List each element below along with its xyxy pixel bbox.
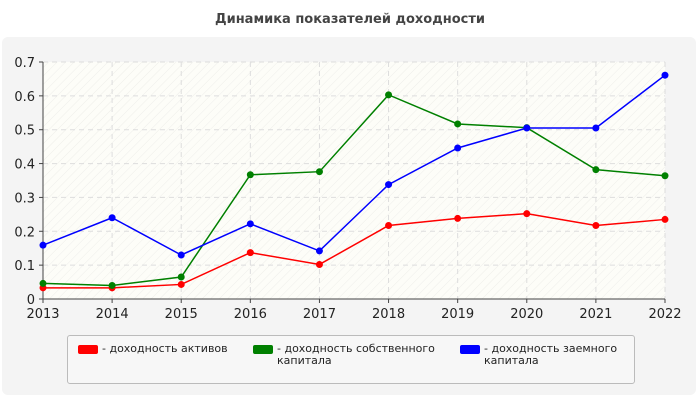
legend-label: - доходность собственного капитала	[277, 342, 435, 367]
legend-item-equity: - доходность собственного капитала	[253, 343, 443, 367]
y-tick-label: 0.1	[14, 259, 35, 274]
y-tick-label: 0.3	[14, 191, 35, 206]
series-line-1	[42, 93, 666, 287]
y-tick-label: 0.2	[14, 225, 35, 240]
x-tick-label: 2022	[648, 307, 681, 322]
data-point-2	[592, 124, 600, 132]
data-point-1	[592, 166, 600, 174]
x-tick-label: 2013	[26, 307, 59, 322]
data-point-1	[39, 279, 47, 287]
x-tick-label: 2021	[579, 307, 612, 322]
data-point-2	[39, 241, 47, 249]
data-point-2	[108, 214, 116, 222]
x-tick-label: 2020	[510, 307, 543, 322]
data-point-2	[385, 181, 393, 189]
x-tick-label: 2016	[234, 307, 267, 322]
chart-title: Динамика показателей доходности	[215, 12, 485, 27]
data-point-1	[108, 281, 116, 289]
y-tick-label: 0.6	[14, 90, 35, 105]
data-point-0	[246, 249, 254, 257]
y-tick-label: 0.7	[14, 56, 35, 71]
legend: - доходность активов - доходность собств…	[67, 335, 635, 384]
data-point-2	[315, 247, 323, 255]
legend-label: - доходность активов	[102, 342, 228, 355]
data-point-0	[592, 222, 600, 230]
data-point-1	[315, 168, 323, 176]
plot-area	[43, 62, 665, 299]
data-point-0	[523, 210, 531, 218]
x-tick-label: 2019	[441, 307, 474, 322]
series-line-0	[43, 212, 666, 289]
data-point-2	[523, 124, 531, 132]
data-point-1	[385, 91, 393, 99]
data-point-0	[454, 214, 462, 222]
x-tick-label: 2017	[303, 307, 336, 322]
y-tick-label: 0.4	[14, 158, 35, 173]
data-point-1	[661, 172, 669, 180]
data-point-2	[454, 144, 462, 152]
legend-swatch	[253, 345, 273, 354]
x-tick-label: 2014	[96, 307, 129, 322]
legend-label: - доходность заемного капитала	[484, 342, 618, 367]
data-point-2	[661, 71, 669, 79]
y-tick-label: 0.5	[14, 124, 35, 139]
x-tick-label: 2015	[165, 307, 198, 322]
data-point-2	[177, 251, 185, 259]
legend-swatch	[460, 345, 480, 354]
legend-item-assets: - доходность активов	[78, 343, 228, 355]
data-point-1	[454, 120, 462, 128]
data-point-0	[661, 215, 669, 223]
x-tick-label: 2018	[372, 307, 405, 322]
series-line-2	[42, 74, 666, 256]
data-point-0	[315, 260, 323, 268]
legend-item-debt: - доходность заемного капитала	[460, 343, 630, 367]
data-point-2	[246, 220, 254, 228]
y-tick-label: 0	[27, 293, 35, 308]
data-point-0	[177, 280, 185, 288]
data-point-1	[177, 273, 185, 281]
data-point-1	[246, 171, 254, 179]
data-point-0	[385, 222, 393, 230]
legend-swatch	[78, 345, 98, 354]
